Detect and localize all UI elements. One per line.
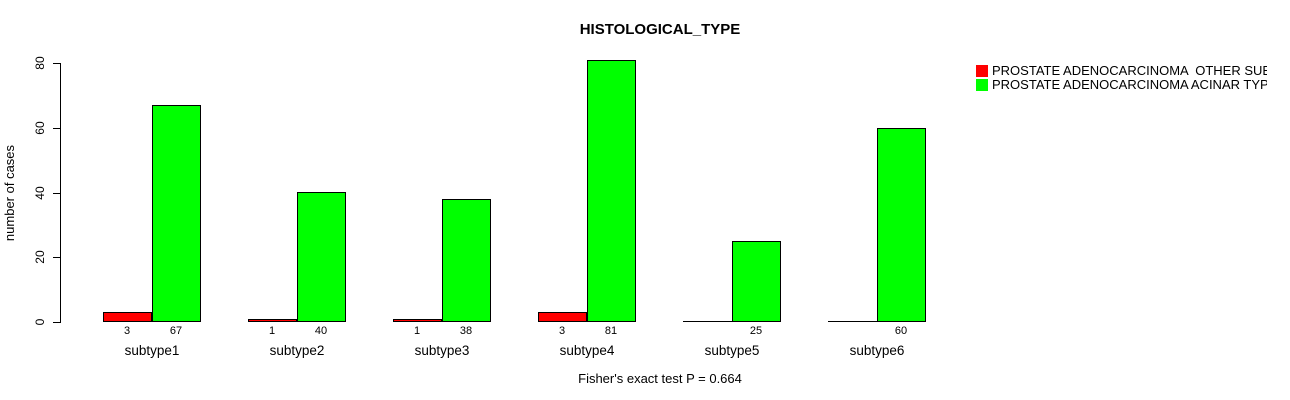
bar-subtype5-series2: [732, 241, 781, 322]
y-tick-mark: [53, 257, 61, 258]
bar-count-label: 1: [268, 325, 276, 337]
bar-count-label: 3: [558, 325, 566, 337]
category-label-subtype3: subtype3: [414, 343, 470, 358]
y-tick-label: 40: [33, 186, 47, 200]
bar-subtype2-series2: [297, 192, 346, 322]
legend-label: PROSTATE ADENOCARCINOMA OTHER SUBTYPE: [992, 64, 1267, 78]
category-label-subtype2: subtype2: [269, 343, 325, 358]
bar-count-label: 25: [749, 325, 763, 337]
legend-swatch-icon: [976, 79, 988, 91]
category-label-subtype5: subtype5: [704, 343, 760, 358]
chart-title: HISTOLOGICAL_TYPE: [579, 21, 741, 38]
bar-subtype1-series2: [152, 105, 201, 322]
bar-subtype4-series2: [587, 60, 636, 322]
y-axis-title: number of cases: [2, 144, 17, 242]
y-tick-label: 60: [33, 121, 47, 135]
bar-subtype4-series1: [538, 312, 587, 322]
legend: PROSTATE ADENOCARCINOMA OTHER SUBTYPEPRO…: [976, 64, 1267, 94]
y-tick-label: 20: [33, 250, 47, 264]
bar-subtype3-series1: [393, 319, 442, 322]
bar-count-label: 81: [604, 325, 618, 337]
bar-subtype6-series2: [877, 128, 926, 322]
fishers-test-caption: Fisher's exact test P = 0.664: [578, 371, 742, 386]
bar-count-label: 40: [314, 325, 328, 337]
legend-row: PROSTATE ADENOCARCINOMA OTHER SUBTYPE: [976, 64, 1267, 78]
bar-count-label: 1: [413, 325, 421, 337]
y-tick-label: 80: [33, 56, 47, 70]
category-label-subtype1: subtype1: [124, 343, 180, 358]
bar-count-label: 67: [169, 325, 183, 337]
legend-label: PROSTATE ADENOCARCINOMA ACINAR TYPE: [992, 77, 1267, 92]
category-label-subtype6: subtype6: [849, 343, 905, 358]
y-tick-label: 0: [33, 318, 47, 326]
y-tick-mark: [53, 322, 61, 323]
bar-subtype5-series1: [683, 321, 732, 322]
legend-row: PROSTATE ADENOCARCINOMA ACINAR TYPE: [976, 78, 1267, 92]
y-tick-mark: [53, 128, 61, 129]
y-tick-mark: [53, 63, 61, 64]
bar-subtype2-series1: [248, 319, 297, 322]
y-tick-mark: [53, 193, 61, 194]
bar-count-label: 3: [123, 325, 131, 337]
bar-subtype1-series1: [103, 312, 152, 322]
category-label-subtype4: subtype4: [559, 343, 615, 358]
bar-subtype6-series1: [828, 321, 877, 322]
legend-rows: PROSTATE ADENOCARCINOMA OTHER SUBTYPEPRO…: [976, 64, 1267, 92]
bar-count-label: 38: [459, 325, 473, 337]
legend-swatch-icon: [976, 65, 988, 77]
bar-count-label: 60: [894, 325, 908, 337]
bar-subtype3-series2: [442, 199, 491, 322]
